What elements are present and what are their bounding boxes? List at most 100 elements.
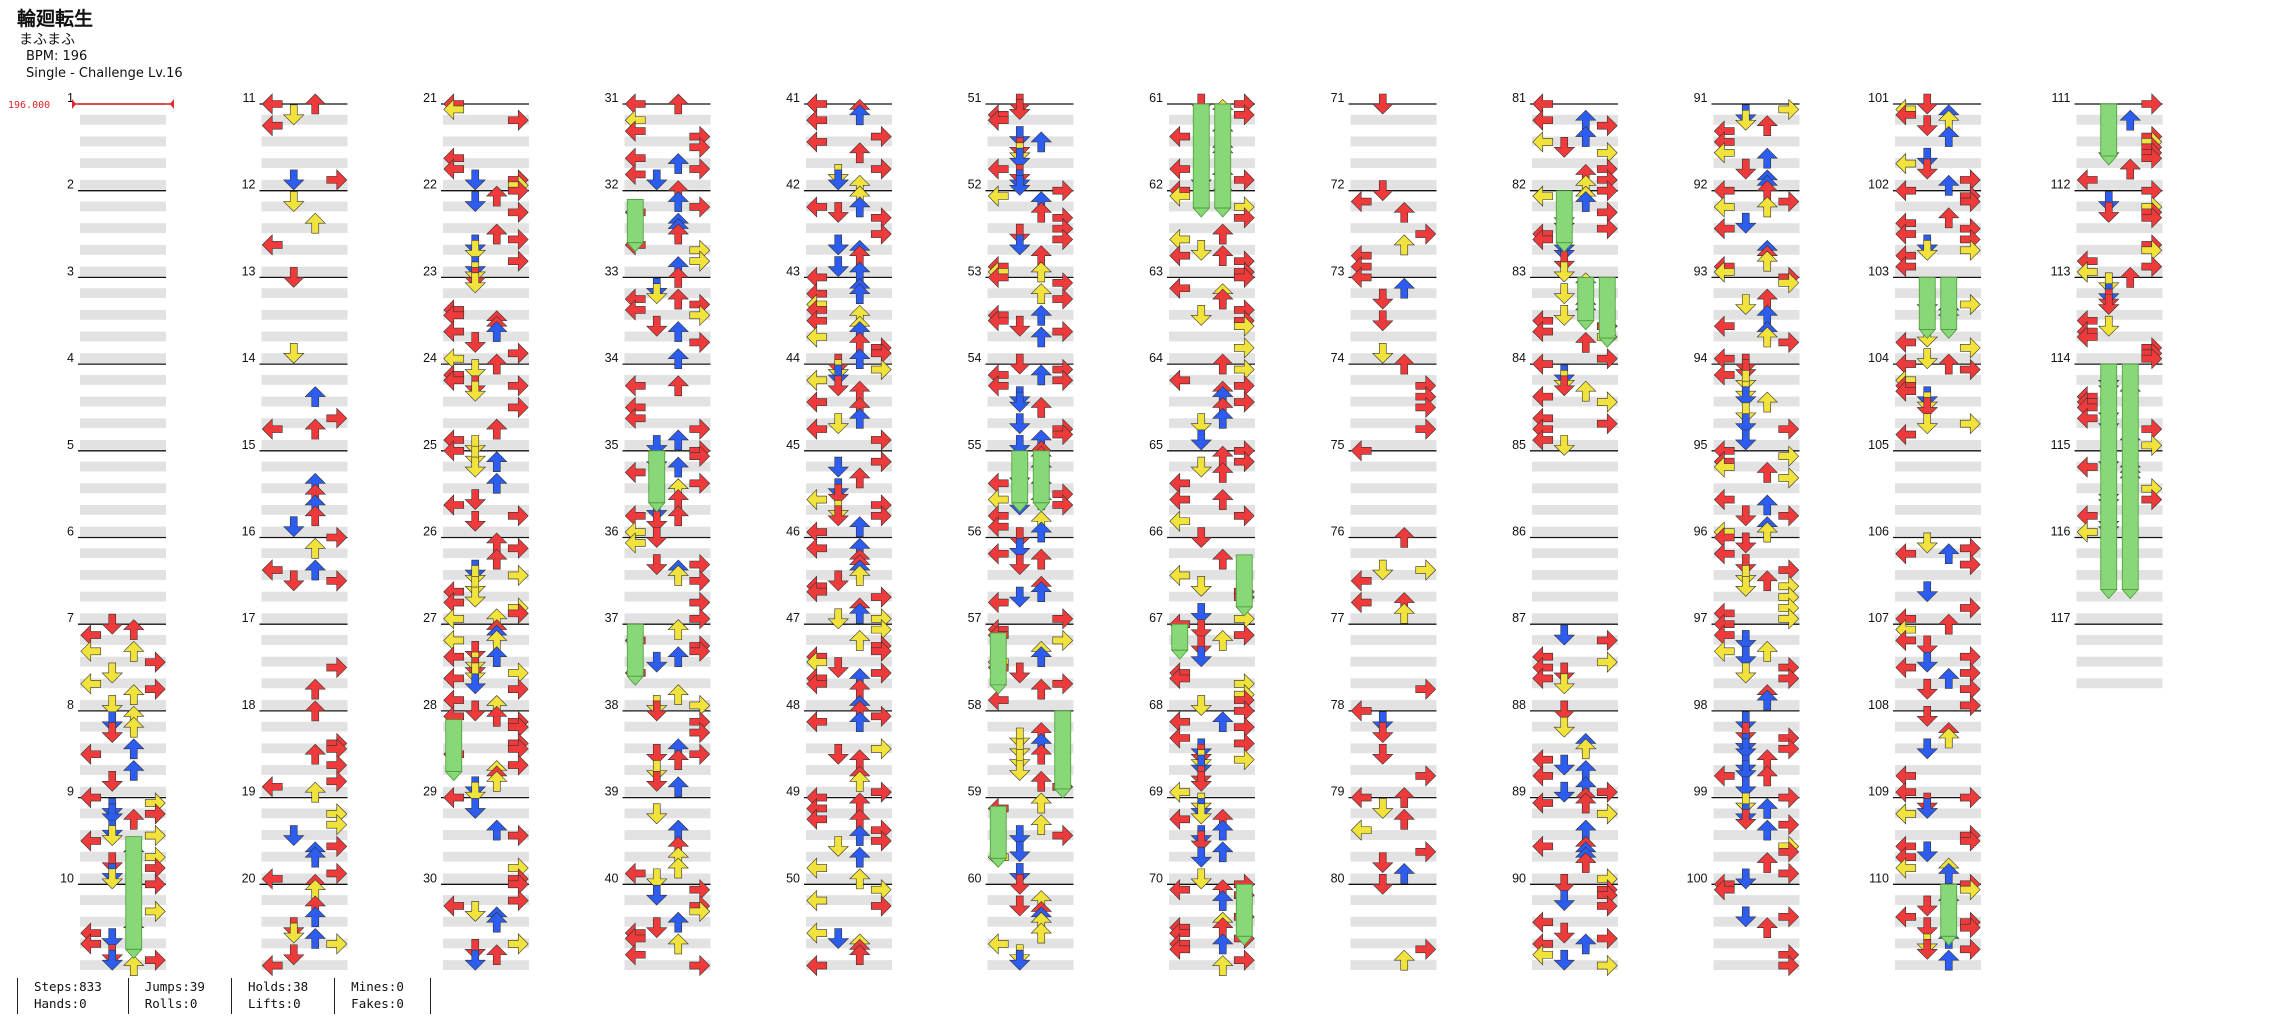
arrow-left-icon [1532, 320, 1554, 343]
hold-note-icon [989, 632, 1007, 686]
arrow-left-icon [80, 640, 102, 663]
beat-strip [261, 765, 348, 775]
arrow-down-icon [1735, 711, 1757, 733]
measure-number: 8 [67, 698, 74, 712]
arrow-down-icon [1372, 873, 1394, 895]
arrow-right-icon [326, 169, 348, 191]
arrow-left-icon [987, 109, 1009, 131]
beat-strip [624, 374, 711, 385]
arrow-down-icon [1553, 261, 1575, 283]
arrow-right-icon [507, 179, 529, 202]
beat-strip [1713, 526, 1800, 537]
arrow-up-icon [486, 223, 508, 245]
arrow-down-icon [1190, 803, 1212, 825]
arrow-up-icon [667, 93, 689, 115]
arrow-right-icon [870, 223, 892, 245]
arrow-right-icon [1233, 266, 1255, 289]
arrow-down-icon [1735, 662, 1757, 684]
arrow-down-icon [464, 191, 486, 212]
arrow-up-icon [1212, 245, 1234, 267]
arrow-down-icon [1735, 505, 1757, 527]
beat-strip [1350, 331, 1437, 342]
measure-number: 114 [2051, 351, 2071, 365]
stat-value: Lifts:0 [247, 996, 301, 1011]
arrow-right-icon [1778, 445, 1800, 467]
arrow-right-icon [689, 136, 711, 159]
beat-strip [1895, 244, 1981, 255]
beat-strip [806, 309, 892, 320]
beat-strip [624, 461, 711, 472]
beat-strip [2076, 439, 2163, 450]
beat-strip [1532, 635, 1618, 645]
measure-number: 44 [786, 351, 800, 365]
beat-strip [1713, 548, 1800, 559]
arrow-up-icon [667, 375, 689, 397]
hold-note-icon [1192, 103, 1210, 209]
arrow-left-icon [624, 375, 646, 397]
hold-end [1192, 207, 1211, 218]
beat-strip [1350, 223, 1437, 234]
arrow-down-icon [1009, 662, 1031, 684]
beat-strip [1169, 656, 1255, 667]
arrow-left-icon [806, 889, 828, 912]
arrow-down-icon [101, 825, 123, 846]
arrow-up-icon [304, 537, 326, 559]
arrow-down-icon [283, 825, 305, 846]
beat-strip [1169, 895, 1255, 905]
hold-end [1010, 502, 1029, 513]
arrow-down-icon [1190, 771, 1212, 792]
arrow-up-icon [849, 283, 871, 304]
beat-strip [987, 439, 1074, 450]
arrow-down-icon [1916, 147, 1938, 169]
beat-strip [624, 591, 711, 602]
arrow-up-icon [849, 467, 871, 489]
beat-strip [2076, 570, 2163, 580]
arrow-down-icon [1916, 706, 1938, 727]
beat-strip [987, 786, 1074, 797]
stats-column: Mines:0 Fakes:0 [334, 978, 430, 1014]
arrow-up-icon [304, 781, 326, 803]
measure-number: 2 [67, 178, 74, 192]
arrow-up-icon [849, 825, 871, 846]
beat-strip [80, 960, 166, 970]
beat-strip [261, 374, 348, 385]
measure-number: 101 [1868, 91, 1889, 105]
beat-strip [2076, 591, 2163, 602]
arrow-left-icon [1713, 196, 1735, 218]
arrow-right-icon [1959, 190, 1981, 213]
beat-strip [1532, 895, 1618, 905]
arrow-right-icon [144, 803, 166, 825]
arrow-right-icon [1233, 748, 1255, 771]
arrow-down-icon [464, 240, 486, 261]
measure-number: 69 [1149, 785, 1163, 799]
beat-strip [80, 223, 166, 234]
arrow-left-icon [261, 954, 283, 977]
arrow-left-icon [806, 857, 828, 879]
arrow-down-icon [464, 798, 486, 819]
beat-strip [443, 678, 529, 689]
arrow-right-icon [1959, 412, 1981, 435]
arrow-down-icon [101, 949, 123, 971]
arrow-down-icon [1009, 126, 1031, 147]
arrow-up-icon [304, 386, 326, 407]
measure-number: 48 [786, 698, 800, 712]
beat-strip [806, 765, 892, 775]
beat-strip [1169, 591, 1255, 602]
beat-strip [261, 743, 348, 754]
arrow-right-icon [1052, 629, 1074, 652]
beat-strip [261, 309, 348, 320]
beat-strip [1350, 613, 1437, 624]
arrow-right-icon [507, 201, 529, 224]
measure-number: 76 [1331, 525, 1345, 539]
beat-strip [261, 114, 348, 125]
arrow-left-icon [1350, 570, 1372, 592]
arrow-down-icon [1009, 895, 1031, 917]
measure-number: 84 [1512, 351, 1526, 365]
arrow-left-icon [1350, 440, 1372, 462]
beat-strip [1713, 851, 1800, 862]
beat-strip [443, 743, 529, 754]
arrow-up-icon [1575, 380, 1597, 402]
beat-strip [443, 635, 529, 645]
arrow-right-icon [689, 158, 711, 180]
arrow-right-icon [689, 445, 711, 467]
